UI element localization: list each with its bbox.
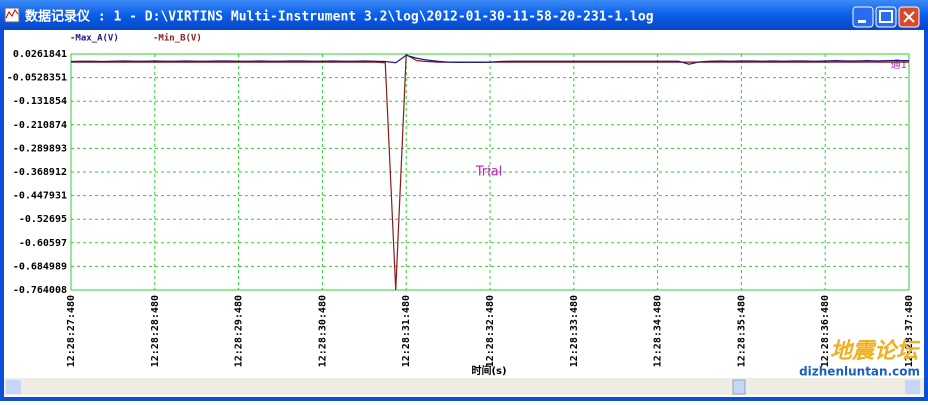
scrollbar[interactable] bbox=[4, 378, 924, 395]
y-tick-label: -0.131854 bbox=[13, 96, 67, 107]
y-tick-label: 0.0261841 bbox=[13, 49, 67, 60]
maximize-icon bbox=[879, 10, 893, 23]
watermark-url: dizhenluntan.com bbox=[799, 365, 920, 379]
x-tick-label: 12:28:35:480 bbox=[736, 295, 747, 367]
y-tick-label: -0.52695 bbox=[19, 214, 67, 225]
y-tick-label: -0.289893 bbox=[13, 143, 67, 154]
y-tick-label: -0.0528351 bbox=[7, 73, 67, 84]
legend-entry: -Max_A(V) bbox=[70, 34, 119, 44]
y-tick-label: -0.764008 bbox=[13, 285, 67, 296]
watermark: 地震论坛 bbox=[830, 339, 921, 364]
close-icon bbox=[903, 11, 915, 23]
x-tick-label: 12:28:31:480 bbox=[401, 295, 412, 367]
scroll-left[interactable] bbox=[6, 380, 21, 394]
scroll-right[interactable] bbox=[905, 380, 920, 394]
minimize-button[interactable] bbox=[852, 6, 874, 28]
x-tick-label: 12:28:27:480 bbox=[66, 295, 77, 367]
x-tick-label: 12:28:30:480 bbox=[317, 295, 328, 367]
x-axis-label: 时间(s) bbox=[471, 364, 506, 377]
y-tick-label: -0.684989 bbox=[13, 261, 67, 272]
chart: 0.0261841 -0.0528351 -0.131854 -0.210874 -0.… bbox=[7, 33, 921, 379]
x-tick-label: 12:28:34:480 bbox=[653, 295, 664, 367]
y-tick-label: -0.368912 bbox=[13, 167, 67, 178]
x-tick-label: 12:28:28:480 bbox=[150, 295, 161, 367]
x-tick-label: 12:28:29:480 bbox=[234, 295, 245, 367]
minimize-icon bbox=[858, 20, 866, 23]
title-bar bbox=[0, 0, 928, 30]
y-tick-label: -0.60597 bbox=[19, 238, 67, 249]
x-tick-label: 12:28:36:480 bbox=[820, 295, 831, 367]
x-tick-label: 12:28:37:480 bbox=[904, 295, 915, 367]
y-tick-label: -0.210874 bbox=[13, 120, 67, 131]
window-title: 数据记录仪 : 1 - D:\VIRTINS Multi-Instrument … bbox=[25, 9, 654, 25]
y-tick-label: -0.447931 bbox=[13, 191, 67, 202]
legend-entry: -Min_B(V) bbox=[153, 33, 202, 44]
series-line bbox=[70, 54, 909, 65]
app-icon-wave bbox=[5, 9, 19, 19]
annotation: Trial bbox=[475, 165, 503, 180]
x-tick-label: 12:28:32:480 bbox=[485, 295, 496, 367]
scroll-thumb[interactable] bbox=[732, 379, 746, 395]
x-tick-label: 12:28:33:480 bbox=[569, 295, 580, 367]
